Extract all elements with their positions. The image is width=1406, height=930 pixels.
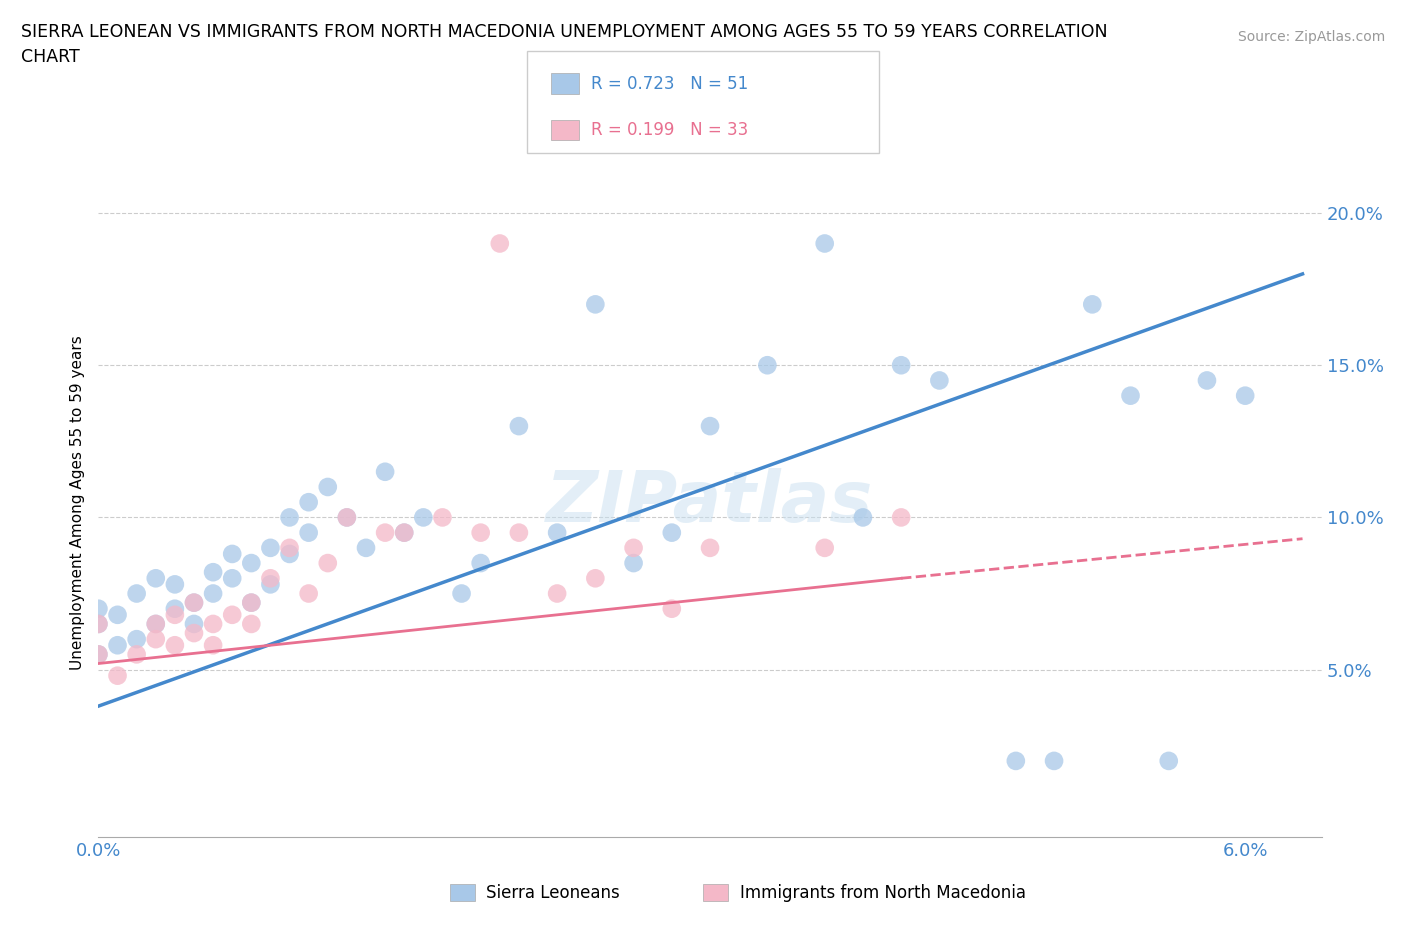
Point bbox=[87, 617, 110, 631]
Point bbox=[1043, 753, 1066, 768]
Point bbox=[278, 547, 301, 562]
Point bbox=[107, 638, 129, 653]
Point bbox=[259, 577, 281, 591]
Point bbox=[488, 236, 510, 251]
Point bbox=[336, 510, 359, 525]
Point bbox=[756, 358, 779, 373]
Point bbox=[1081, 297, 1104, 312]
Text: R = 0.199   N = 33: R = 0.199 N = 33 bbox=[591, 121, 748, 140]
Point bbox=[240, 595, 263, 610]
Point bbox=[163, 602, 186, 617]
Point bbox=[240, 555, 263, 570]
Point bbox=[316, 480, 339, 495]
Point bbox=[583, 571, 606, 586]
Point bbox=[125, 647, 148, 662]
Point bbox=[145, 631, 167, 646]
Point bbox=[1119, 388, 1142, 403]
Point bbox=[145, 617, 167, 631]
Point bbox=[814, 540, 837, 555]
Point bbox=[183, 595, 205, 610]
Point bbox=[87, 617, 110, 631]
Point bbox=[298, 525, 321, 540]
Point bbox=[814, 236, 837, 251]
Point bbox=[240, 617, 263, 631]
Point bbox=[316, 555, 339, 570]
Text: Immigrants from North Macedonia: Immigrants from North Macedonia bbox=[740, 884, 1025, 902]
Point bbox=[125, 631, 148, 646]
Point bbox=[623, 540, 645, 555]
Point bbox=[278, 540, 301, 555]
Point bbox=[852, 510, 875, 525]
Point bbox=[890, 358, 912, 373]
Point bbox=[374, 464, 396, 479]
Point bbox=[163, 638, 186, 653]
Point bbox=[546, 586, 568, 601]
Point bbox=[546, 525, 568, 540]
Point bbox=[298, 586, 321, 601]
Point bbox=[392, 525, 416, 540]
Y-axis label: Unemployment Among Ages 55 to 59 years: Unemployment Among Ages 55 to 59 years bbox=[69, 335, 84, 670]
Point bbox=[508, 418, 530, 433]
Point bbox=[1157, 753, 1180, 768]
Point bbox=[259, 571, 281, 586]
Point bbox=[1004, 753, 1026, 768]
Point bbox=[890, 510, 912, 525]
Point bbox=[87, 647, 110, 662]
Point bbox=[432, 510, 454, 525]
Point bbox=[202, 586, 225, 601]
Point bbox=[145, 571, 167, 586]
Point bbox=[221, 607, 243, 622]
Point bbox=[583, 297, 606, 312]
Point bbox=[470, 555, 492, 570]
Point bbox=[508, 525, 530, 540]
Point bbox=[928, 373, 950, 388]
Point bbox=[450, 586, 472, 601]
Point bbox=[278, 510, 301, 525]
Point bbox=[699, 418, 721, 433]
Point bbox=[202, 565, 225, 579]
Point bbox=[221, 571, 243, 586]
Point bbox=[298, 495, 321, 510]
Point bbox=[87, 602, 110, 617]
Point bbox=[1234, 388, 1257, 403]
Point bbox=[259, 540, 281, 555]
Point bbox=[661, 602, 683, 617]
Point bbox=[145, 617, 167, 631]
Text: SIERRA LEONEAN VS IMMIGRANTS FROM NORTH MACEDONIA UNEMPLOYMENT AMONG AGES 55 TO : SIERRA LEONEAN VS IMMIGRANTS FROM NORTH … bbox=[21, 23, 1108, 41]
Text: ZIPatlas: ZIPatlas bbox=[547, 468, 873, 537]
Point bbox=[661, 525, 683, 540]
Point bbox=[163, 607, 186, 622]
Point bbox=[107, 607, 129, 622]
Point bbox=[163, 577, 186, 591]
Point bbox=[202, 617, 225, 631]
Point bbox=[202, 638, 225, 653]
Point bbox=[125, 586, 148, 601]
Point bbox=[374, 525, 396, 540]
Point bbox=[336, 510, 359, 525]
Point bbox=[470, 525, 492, 540]
Point bbox=[699, 540, 721, 555]
Point bbox=[183, 617, 205, 631]
Point bbox=[412, 510, 434, 525]
Text: Source: ZipAtlas.com: Source: ZipAtlas.com bbox=[1237, 30, 1385, 44]
Point bbox=[183, 626, 205, 641]
Point bbox=[623, 555, 645, 570]
Point bbox=[221, 547, 243, 562]
Text: CHART: CHART bbox=[21, 48, 80, 66]
Point bbox=[87, 647, 110, 662]
Text: Sierra Leoneans: Sierra Leoneans bbox=[486, 884, 620, 902]
Point bbox=[183, 595, 205, 610]
Text: R = 0.723   N = 51: R = 0.723 N = 51 bbox=[591, 74, 748, 93]
Point bbox=[354, 540, 377, 555]
Point bbox=[240, 595, 263, 610]
Point bbox=[107, 669, 129, 684]
Point bbox=[1195, 373, 1218, 388]
Point bbox=[392, 525, 416, 540]
